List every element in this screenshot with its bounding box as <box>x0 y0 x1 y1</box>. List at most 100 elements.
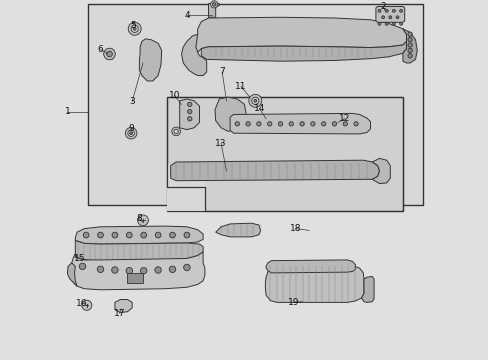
Circle shape <box>126 232 132 238</box>
Circle shape <box>353 122 358 126</box>
Circle shape <box>288 122 293 126</box>
Circle shape <box>210 1 218 8</box>
Text: 16: 16 <box>76 299 87 307</box>
Circle shape <box>377 9 380 12</box>
Circle shape <box>407 32 411 36</box>
Polygon shape <box>139 39 162 81</box>
Text: 18: 18 <box>289 224 301 233</box>
FancyBboxPatch shape <box>127 273 142 283</box>
Circle shape <box>155 267 161 273</box>
Circle shape <box>171 127 180 136</box>
Circle shape <box>83 232 89 238</box>
Polygon shape <box>215 97 246 131</box>
Polygon shape <box>375 6 404 22</box>
Circle shape <box>267 122 271 126</box>
Text: 6: 6 <box>98 45 103 54</box>
Circle shape <box>129 132 132 135</box>
Polygon shape <box>208 4 219 17</box>
Polygon shape <box>67 263 77 286</box>
Circle shape <box>133 27 136 30</box>
Circle shape <box>183 264 190 271</box>
Polygon shape <box>402 29 416 63</box>
FancyBboxPatch shape <box>88 4 422 205</box>
Polygon shape <box>201 41 406 61</box>
Text: 12: 12 <box>338 114 349 123</box>
Circle shape <box>103 48 115 60</box>
Text: 15: 15 <box>74 254 85 263</box>
Text: 13: 13 <box>215 139 226 148</box>
Circle shape <box>407 37 411 42</box>
Circle shape <box>392 9 394 12</box>
Circle shape <box>299 122 304 126</box>
Circle shape <box>140 267 146 274</box>
Circle shape <box>131 25 138 32</box>
Circle shape <box>377 22 380 25</box>
Circle shape <box>169 266 175 273</box>
Circle shape <box>310 122 314 126</box>
Circle shape <box>332 122 336 126</box>
Polygon shape <box>167 164 204 211</box>
Circle shape <box>321 122 325 126</box>
Polygon shape <box>361 276 373 302</box>
Circle shape <box>388 16 391 19</box>
Text: 9: 9 <box>128 124 134 133</box>
Circle shape <box>392 22 394 25</box>
Text: 4: 4 <box>183 10 189 19</box>
Circle shape <box>79 263 85 270</box>
Circle shape <box>112 232 118 238</box>
Text: 8: 8 <box>136 214 142 223</box>
Circle shape <box>137 215 148 226</box>
Text: 19: 19 <box>288 298 299 307</box>
Circle shape <box>385 9 387 12</box>
Circle shape <box>98 232 103 238</box>
Circle shape <box>399 22 402 25</box>
Circle shape <box>395 16 398 19</box>
Circle shape <box>183 232 189 238</box>
Text: 5: 5 <box>130 21 136 30</box>
Text: 3: 3 <box>129 97 135 106</box>
Polygon shape <box>230 113 370 134</box>
Polygon shape <box>181 34 206 76</box>
Circle shape <box>251 97 258 104</box>
Circle shape <box>106 51 112 57</box>
Circle shape <box>399 9 402 12</box>
Text: 11: 11 <box>235 82 246 91</box>
Circle shape <box>81 300 92 310</box>
Circle shape <box>248 94 261 107</box>
Polygon shape <box>75 226 203 244</box>
Circle shape <box>125 127 137 139</box>
Circle shape <box>128 22 141 35</box>
Circle shape <box>235 122 239 126</box>
Circle shape <box>127 130 134 136</box>
Polygon shape <box>215 223 260 237</box>
Polygon shape <box>371 158 389 184</box>
Circle shape <box>381 16 384 19</box>
Circle shape <box>385 22 387 25</box>
Polygon shape <box>115 300 132 312</box>
Circle shape <box>187 117 192 121</box>
FancyBboxPatch shape <box>167 97 402 211</box>
Polygon shape <box>265 265 363 302</box>
Text: 1: 1 <box>64 107 70 116</box>
Circle shape <box>111 267 118 273</box>
Circle shape <box>97 266 103 273</box>
Circle shape <box>169 232 175 238</box>
Circle shape <box>245 122 250 126</box>
Circle shape <box>155 232 161 238</box>
Circle shape <box>256 122 261 126</box>
Circle shape <box>212 3 216 6</box>
Polygon shape <box>265 260 355 273</box>
Polygon shape <box>196 17 406 52</box>
Polygon shape <box>72 252 204 290</box>
Text: 17: 17 <box>113 309 125 318</box>
Circle shape <box>278 122 282 126</box>
Circle shape <box>407 43 411 47</box>
Circle shape <box>187 109 192 114</box>
Circle shape <box>141 232 146 238</box>
Circle shape <box>407 48 411 53</box>
Text: 14: 14 <box>253 104 265 113</box>
Text: 7: 7 <box>219 68 224 77</box>
Polygon shape <box>179 99 199 130</box>
Circle shape <box>174 129 178 134</box>
Polygon shape <box>75 240 203 261</box>
